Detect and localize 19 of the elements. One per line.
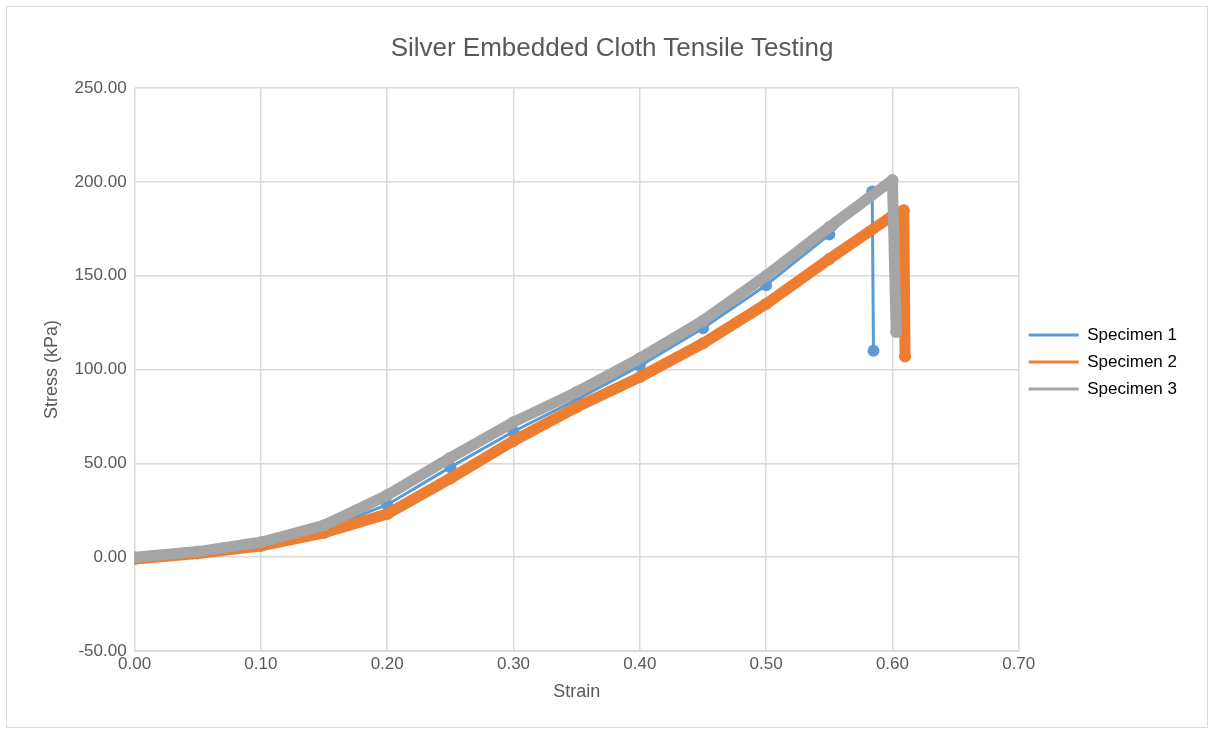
y-tick-label: 0.00 [93, 546, 127, 566]
y-tick-label: 250.00 [74, 77, 127, 97]
x-tick-label: 0.50 [749, 653, 783, 673]
legend-label: Specimen 3 [1087, 378, 1178, 398]
x-tick-label: 0.40 [623, 653, 657, 673]
x-tick-label: 0.60 [875, 653, 909, 673]
y-tick-label: 100.00 [74, 359, 127, 379]
y-tick-label: 50.00 [84, 453, 127, 473]
chart-title: Silver Embedded Cloth Tensile Testing [390, 31, 834, 62]
y-axis-title: Stress (kPa) [40, 320, 61, 420]
x-tick-label: 0.30 [496, 653, 531, 673]
legend-label: Specimen 1 [1087, 324, 1178, 344]
x-axis-title: Strain [553, 681, 601, 702]
x-tick-label: 0.20 [370, 653, 404, 673]
y-tick-label: 200.00 [74, 171, 127, 191]
x-tick-label: 0.70 [1002, 653, 1036, 673]
y-tick-label: 150.00 [74, 265, 127, 285]
x-tick-label: 0.10 [244, 653, 278, 673]
legend-label: Specimen 2 [1087, 351, 1178, 371]
